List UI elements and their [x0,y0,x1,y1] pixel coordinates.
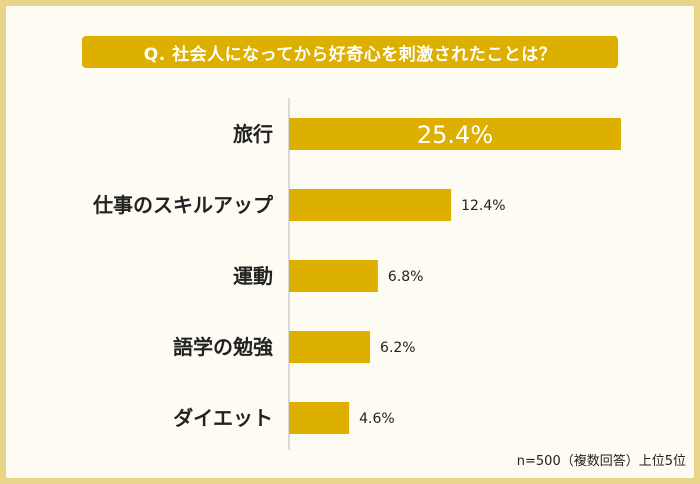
bar-3 [289,260,378,292]
category-label: ダイエット [173,406,273,430]
bar-2 [289,189,452,221]
bar-5 [289,402,350,434]
chart-panel [6,6,694,478]
chart-title: Q. 社会人になってから好奇心を刺激されたことは？ [82,36,618,68]
footnote: n=500（複数回答）上位5位 [516,454,686,469]
value-label: 25.4% [417,121,493,149]
bar-4 [289,331,371,363]
category-label: 語学の勉強 [173,335,273,359]
category-label: 仕事のスキルアップ [92,193,274,217]
value-label: 6.2% [380,340,416,356]
bar-1 [289,118,621,150]
value-label: 4.6% [359,411,395,427]
value-label: 12.4% [461,198,505,214]
value-label: 6.8% [388,269,424,285]
category-label: 運動 [233,264,273,288]
category-label: 旅行 [233,122,273,146]
